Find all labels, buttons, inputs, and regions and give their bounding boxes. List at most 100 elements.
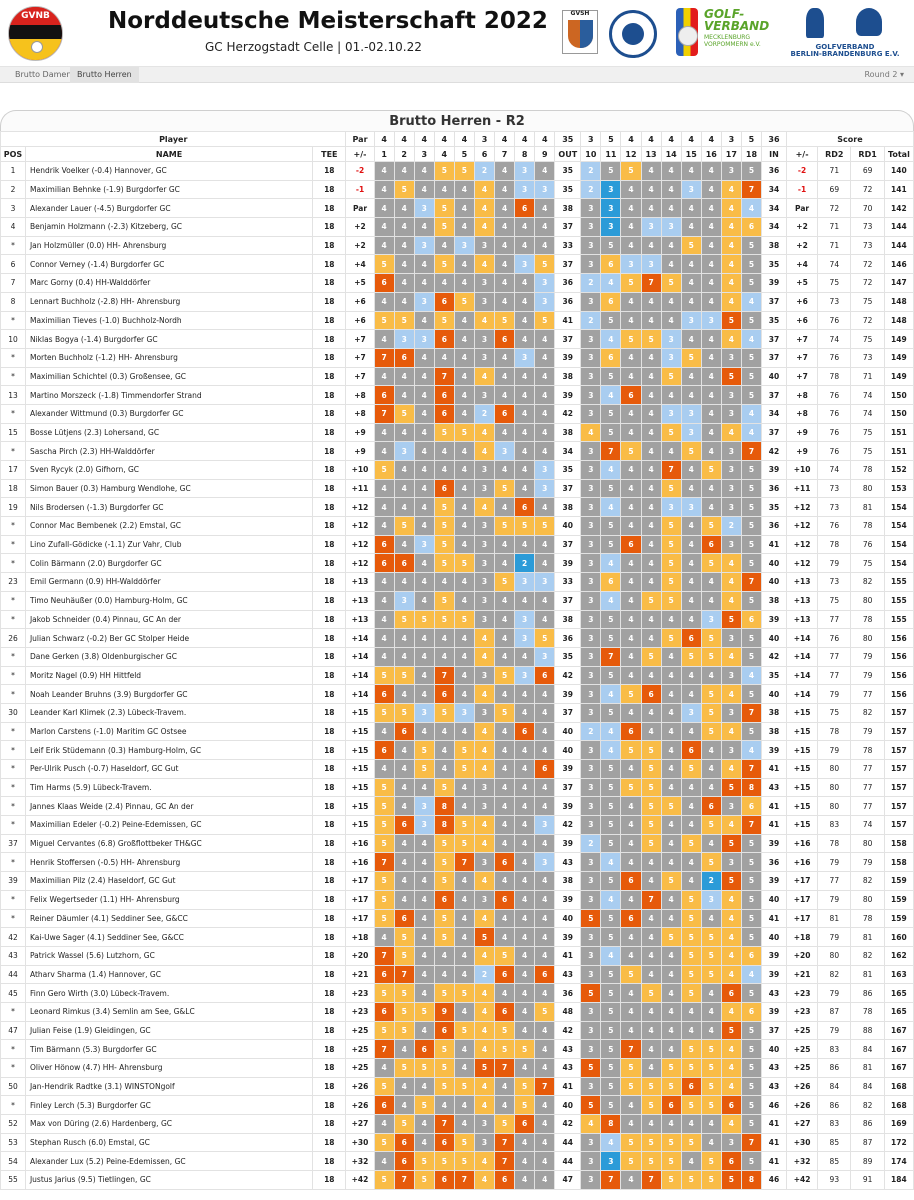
player-row[interactable]: * Jannes Klaas Weide (2.4) Pinnau, GC An … (0, 796, 914, 817)
player-row[interactable]: * Noah Leander Bruhns (3.9) Burgdorfer GC… (0, 684, 914, 704)
tab-brutto-damen[interactable]: Brutto Damen (15, 70, 72, 79)
player-row[interactable]: * Alexander Wittmund (0.3) Burgdorfer GC 1… (0, 403, 914, 424)
player-row[interactable]: 23 Emil Germann (0.9) HH-Walddörfer 18 +13 4… (0, 572, 914, 592)
player-name[interactable]: Tim Bärmann (5.3) Burgdorfer GC (24, 1039, 314, 1059)
player-row[interactable]: 3 Alexander Lauer (-4.5) Burgdorfer GC 18 P… (0, 198, 914, 219)
player-row[interactable]: * Felix Wegertseder (1.1) HH- Ahrensburg 1… (0, 889, 914, 910)
round-select[interactable]: Round 2 ▾ (864, 70, 904, 79)
player-name[interactable]: Julian Schwarz (-0.2) Ber GC Stolper Hei… (24, 628, 314, 648)
player-name[interactable]: Sven Rycyk (2.0) Gifhorn, GC (24, 460, 314, 480)
player-row[interactable]: * Leif Erik Stüdemann (0.3) Hamburg-Holm,… (0, 740, 914, 760)
player-row[interactable]: 44 Atharv Sharma (1.4) Hannover, GC 18 +21 6… (0, 964, 914, 985)
player-name[interactable]: Jannes Klaas Weide (2.4) Pinnau, GC An d… (24, 796, 314, 817)
player-row[interactable]: * Leonard Rimkus (3.4) Semlin am See, G&L… (0, 1001, 914, 1022)
player-name[interactable]: Benjamin Holzmann (-2.3) Kitzeberg, GC (24, 217, 314, 237)
player-name[interactable]: Maximilian Schichtel (0.3) Großensee, GC (24, 366, 314, 387)
player-row[interactable]: * Lino Zufall-Gödicke (-1.1) Zur Vahr, Cl… (0, 534, 914, 555)
player-name[interactable]: Noah Leander Bruhns (3.9) Burgdorfer GC (24, 684, 314, 704)
player-name[interactable]: Niklas Bogya (-1.4) Burgdorfer GC (24, 329, 314, 349)
player-row[interactable]: * Timo Neuhäußer (0.0) Hamburg-Holm, GC 18… (0, 590, 914, 611)
player-name[interactable]: Alexander Lauer (-4.5) Burgdorfer GC (24, 198, 314, 219)
player-name[interactable]: Maximilian Edeler (-0.2) Peine-Edemissen… (24, 815, 314, 835)
player-row[interactable]: * Tim Bärmann (5.3) Burgdorfer GC 18 +25 7 4 6… (0, 1039, 914, 1059)
player-row[interactable]: * Maximilian Edeler (-0.2) Peine-Edemisse… (0, 815, 914, 835)
player-row[interactable]: 18 Simon Bauer (0.3) Hamburg Wendlohe, GC… (0, 478, 914, 499)
player-name[interactable]: Oliver Hönow (4.7) HH- Ahrensburg (24, 1058, 314, 1078)
player-row[interactable]: 2 Maximilian Behnke (-1.9) Burgdorfer GC 1… (0, 179, 914, 200)
player-row[interactable]: 19 Nils Brodersen (-1.3) Burgdorfer GC 18 +… (0, 497, 914, 518)
player-row[interactable]: 26 Julian Schwarz (-0.2) Ber GC Stolper H… (0, 628, 914, 648)
player-name[interactable]: Morten Buchholz (-1.2) HH- Ahrensburg (24, 347, 314, 368)
player-name[interactable]: Stephan Rusch (6.0) Emstal, GC (24, 1132, 314, 1153)
player-name[interactable]: Finley Lerch (5.3) Burgdorfer GC (24, 1095, 314, 1116)
player-row[interactable]: 39 Maximilian Pilz (2.4) Haseldorf, GC Gu… (0, 871, 914, 891)
player-name[interactable]: Connor Mac Bembenek (2.2) Emstal, GC (24, 516, 314, 536)
player-row[interactable]: * Marlon Carstens (-1.0) Maritim GC Ostse… (0, 721, 914, 742)
player-name[interactable]: Kai-Uwe Sager (4.1) Seddiner See, G&CC (24, 927, 314, 947)
player-name[interactable]: Patrick Wassel (5.6) Lutzhorn, GC (24, 945, 314, 966)
player-row[interactable]: * Finley Lerch (5.3) Burgdorfer GC 18 +26 6 4… (0, 1095, 914, 1116)
player-name[interactable]: Maximilian Tieves (-1.0) Buchholz-Nordh (24, 310, 314, 331)
player-row[interactable]: 13 Martino Morszeck (-1.8) Timmendorfer S… (0, 385, 914, 405)
player-name[interactable]: Dane Gerken (3.8) Oldenburgischer GC (24, 646, 314, 667)
player-row[interactable]: * Reiner Däumler (4.1) Seddiner See, G&CC… (0, 908, 914, 929)
player-name[interactable]: Miguel Cervantes (6.8) Großflottbeker TH… (24, 833, 314, 854)
player-name[interactable]: Tim Harms (5.9) Lübeck-Travem. (24, 777, 314, 798)
player-row[interactable]: 43 Patrick Wassel (5.6) Lutzhorn, GC 18 +20… (0, 945, 914, 966)
player-row[interactable]: 37 Miguel Cervantes (6.8) Großflottbeker … (0, 833, 914, 854)
player-row[interactable]: * Maximilian Tieves (-1.0) Buchholz-Nordh… (0, 310, 914, 331)
player-row[interactable]: * Per-Ulrik Pusch (-0.7) Haseldorf, GC Gu… (0, 759, 914, 779)
player-name[interactable]: Alexander Lux (5.2) Peine-Edemissen, GC (24, 1151, 314, 1172)
player-name[interactable]: Per-Ulrik Pusch (-0.7) Haseldorf, GC Gut (24, 759, 314, 779)
player-name[interactable]: Henrik Stoffersen (-0.5) HH- Ahrensburg (24, 852, 314, 873)
player-name[interactable]: Connor Verney (-1.4) Burgdorfer GC (24, 254, 314, 275)
player-name[interactable]: Sascha Pirch (2.3) HH-Walddörfer (24, 441, 314, 461)
player-name[interactable]: Moritz Nagel (0.9) HH Hittfeld (24, 665, 314, 686)
player-row[interactable]: * Jan Holzmüller (0.0) HH- Ahrensburg 18 +2… (0, 235, 914, 256)
player-row[interactable]: * Tim Harms (5.9) Lübeck-Travem. 18 +15 5 4 4 5… (0, 777, 914, 798)
player-name[interactable]: Julian Feise (1.9) Gleidingen, GC (24, 1020, 314, 1041)
player-row[interactable]: 52 Max von Düring (2.6) Hardenberg, GC 18 +… (0, 1114, 914, 1134)
player-row[interactable]: * Oliver Hönow (4.7) HH- Ahrensburg 18 +25 4… (0, 1058, 914, 1078)
player-row[interactable]: 55 Justus Jarius (9.5) Tietlingen, GC 18 +4… (0, 1170, 914, 1190)
player-row[interactable]: 8 Lennart Buchholz (-2.8) HH- Ahrensburg 1… (0, 291, 914, 312)
player-name[interactable]: Jan Holzmüller (0.0) HH- Ahrensburg (24, 235, 314, 256)
player-name[interactable]: Felix Wegertseder (1.1) HH- Ahrensburg (24, 889, 314, 910)
player-row[interactable]: 45 Finn Gero Wirth (3.0) Lübeck-Travem. 18… (0, 983, 914, 1003)
tab-brutto-herren[interactable]: Brutto Herren (70, 67, 139, 83)
player-row[interactable]: 47 Julian Feise (1.9) Gleidingen, GC 18 +25… (0, 1020, 914, 1041)
player-row[interactable]: 1 Hendrik Voelker (-0.4) Hannover, GC 18 -2… (0, 161, 914, 181)
player-name[interactable]: Alexander Wittmund (0.3) Burgdorfer GC (24, 403, 314, 424)
player-name[interactable]: Atharv Sharma (1.4) Hannover, GC (24, 964, 314, 985)
player-name[interactable]: Hendrik Voelker (-0.4) Hannover, GC (24, 161, 314, 181)
player-name[interactable]: Max von Düring (2.6) Hardenberg, GC (24, 1114, 314, 1134)
player-row[interactable]: 10 Niklas Bogya (-1.4) Burgdorfer GC 18 +7 4… (0, 329, 914, 349)
player-name[interactable]: Leonard Rimkus (3.4) Semlin am See, G&LC (24, 1001, 314, 1022)
player-name[interactable]: Lennart Buchholz (-2.8) HH- Ahrensburg (24, 291, 314, 312)
player-name[interactable]: Bosse Lütjens (2.3) Lohersand, GC (24, 422, 314, 443)
player-name[interactable]: Finn Gero Wirth (3.0) Lübeck-Travem. (24, 983, 314, 1003)
player-row[interactable]: * Maximilian Schichtel (0.3) Großensee, G… (0, 366, 914, 387)
player-name[interactable]: Simon Bauer (0.3) Hamburg Wendlohe, GC (24, 478, 314, 499)
player-row[interactable]: * Connor Mac Bembenek (2.2) Emstal, GC 18 +… (0, 516, 914, 536)
player-name[interactable]: Lino Zufall-Gödicke (-1.1) Zur Vahr, Clu… (24, 534, 314, 555)
player-name[interactable]: Timo Neuhäußer (0.0) Hamburg-Holm, GC (24, 590, 314, 611)
player-row[interactable]: * Colin Bärmann (2.0) Burgdorfer GC 18 +12 6… (0, 553, 914, 574)
player-name[interactable]: Leander Karl Klimek (2.3) Lübeck-Travem. (24, 702, 314, 723)
player-name[interactable]: Leif Erik Stüdemann (0.3) Hamburg-Holm, … (24, 740, 314, 760)
player-row[interactable]: * Dane Gerken (3.8) Oldenburgischer GC 18 +… (0, 646, 914, 667)
player-name[interactable]: Maximilian Behnke (-1.9) Burgdorfer GC (24, 179, 314, 200)
player-row[interactable]: * Jakob Schneider (0.4) Pinnau, GC An der… (0, 609, 914, 630)
player-name[interactable]: Marlon Carstens (-1.0) Maritim GC Ostsee (24, 721, 314, 742)
player-row[interactable]: * Sascha Pirch (2.3) HH-Walddörfer 18 +9 4 3 4… (0, 441, 914, 461)
player-row[interactable]: 4 Benjamin Holzmann (-2.3) Kitzeberg, GC 1… (0, 217, 914, 237)
player-name[interactable]: Nils Brodersen (-1.3) Burgdorfer GC (24, 497, 314, 518)
player-row[interactable]: * Henrik Stoffersen (-0.5) HH- Ahrensburg… (0, 852, 914, 873)
player-name[interactable]: Martino Morszeck (-1.8) Timmendorfer Str… (24, 385, 314, 405)
player-row[interactable]: 7 Marc Gorny (0.4) HH-Walddörfer 18 +5 6 4 4 4 4… (0, 273, 914, 293)
player-name[interactable]: Jan-Hendrik Radtke (3.1) WINSTONgolf (24, 1076, 314, 1097)
player-row[interactable]: * Morten Buchholz (-1.2) HH- Ahrensburg 18… (0, 347, 914, 368)
player-row[interactable]: 17 Sven Rycyk (2.0) Gifhorn, GC 18 +10 5 4 4 4 4… (0, 460, 914, 480)
player-row[interactable]: 53 Stephan Rusch (6.0) Emstal, GC 18 +30 5 6 4… (0, 1132, 914, 1153)
player-name[interactable]: Maximilian Pilz (2.4) Haseldorf, GC Gut (24, 871, 314, 891)
